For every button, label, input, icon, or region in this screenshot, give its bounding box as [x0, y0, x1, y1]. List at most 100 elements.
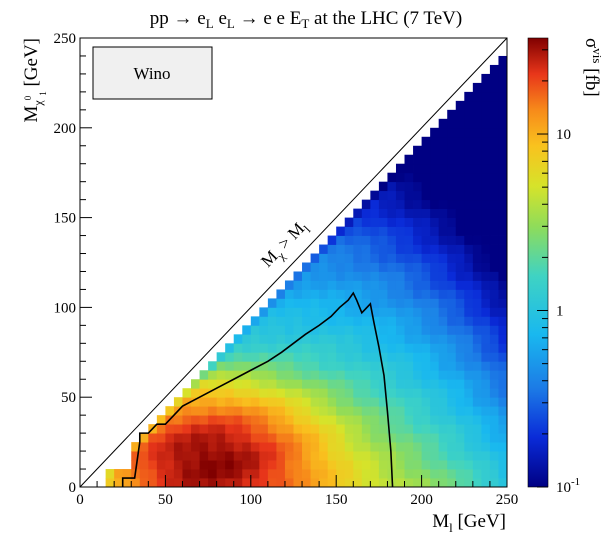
heat-cell [259, 361, 269, 371]
heat-cell [216, 469, 226, 479]
heat-cell [413, 163, 422, 174]
heat-cell [310, 253, 320, 263]
heat-cell [387, 415, 397, 425]
heat-cell [430, 424, 440, 434]
heat-cell [455, 145, 465, 156]
heat-cell [498, 451, 507, 461]
heat-cell [421, 199, 431, 210]
heat-cell [293, 361, 303, 371]
y-tick-label: 150 [54, 211, 77, 227]
heat-cell [378, 343, 388, 353]
heat-cell [344, 316, 354, 326]
heat-cell [336, 334, 346, 344]
heat-cell [438, 379, 448, 389]
heat-cell [302, 397, 311, 407]
heat-cell [430, 388, 440, 398]
heat-cell [276, 307, 286, 317]
heat-cell [421, 271, 431, 281]
heat-cell [276, 451, 286, 461]
heat-cell [267, 460, 277, 470]
heat-cell [455, 163, 465, 174]
heat-cell [361, 433, 371, 443]
heat-cell [395, 217, 405, 227]
heat-cell [310, 298, 320, 308]
heat-cell [481, 289, 491, 299]
heat-cell [472, 244, 482, 254]
heat-cell [489, 415, 499, 425]
heat-cell [242, 352, 252, 362]
heat-cell [438, 145, 448, 156]
heat-cell [447, 388, 457, 398]
heat-cell [498, 118, 507, 129]
heat-cell [336, 361, 346, 371]
heat-cell [344, 352, 354, 362]
heat-cell [489, 370, 499, 380]
heat-cell [489, 127, 499, 138]
heat-cell [464, 307, 474, 317]
heat-cell [242, 334, 252, 344]
heat-cell [413, 361, 422, 371]
heat-cell [472, 271, 482, 281]
heat-cell [267, 307, 277, 317]
heat-cell [413, 271, 422, 281]
heat-cell [327, 379, 337, 389]
heat-cell [165, 469, 175, 479]
heat-cell [481, 388, 491, 398]
heat-cell [327, 460, 337, 470]
heat-cell [131, 460, 141, 470]
heat-cell [199, 460, 209, 470]
heat-cell [455, 406, 465, 416]
heat-cell [319, 271, 329, 281]
heat-cell [165, 442, 175, 452]
heat-cell [165, 406, 175, 416]
heat-cell [302, 415, 311, 425]
heat-cell [421, 451, 431, 461]
heat-cell [404, 406, 414, 416]
heat-cell [173, 397, 183, 407]
heat-cell [302, 460, 311, 470]
heat-cell [387, 235, 397, 245]
heat-cell [302, 262, 311, 272]
heat-cell [387, 361, 397, 371]
heat-cell [165, 460, 175, 470]
heat-cell [464, 163, 474, 174]
heat-cell [455, 442, 465, 452]
heat-cell [276, 316, 286, 326]
heat-cell [302, 298, 311, 308]
heat-cell [353, 370, 363, 380]
heat-cell [489, 91, 499, 102]
heat-cell [216, 433, 226, 443]
heat-cell [498, 100, 507, 111]
heat-cell [455, 298, 465, 308]
heat-cell [344, 334, 354, 344]
heat-cell [191, 433, 200, 443]
heat-cell [455, 280, 465, 290]
heat-cell [472, 406, 482, 416]
heat-cell [489, 199, 499, 210]
heat-cell [293, 325, 303, 335]
heat-cell [370, 343, 380, 353]
heat-cell [472, 307, 482, 317]
heat-cell [259, 478, 269, 487]
heat-cell [327, 442, 337, 452]
heat-cell [481, 460, 491, 470]
heat-cell [481, 172, 491, 183]
heat-cell [361, 451, 371, 461]
heat-cell [472, 100, 482, 111]
heat-cell [447, 289, 457, 299]
heat-cell [370, 307, 380, 317]
heat-cell [395, 361, 405, 371]
heat-cell [191, 406, 200, 416]
heat-cell [387, 370, 397, 380]
heat-cell [455, 460, 465, 470]
heat-cell [302, 451, 311, 461]
heat-cell [361, 406, 371, 416]
heat-cell [293, 451, 303, 461]
heat-cell [173, 433, 183, 443]
heat-cell [498, 136, 507, 147]
heat-cell [447, 172, 457, 183]
heat-cell [421, 235, 431, 245]
heat-cell [319, 298, 329, 308]
heat-cell [447, 181, 457, 192]
heat-cell [489, 343, 499, 353]
